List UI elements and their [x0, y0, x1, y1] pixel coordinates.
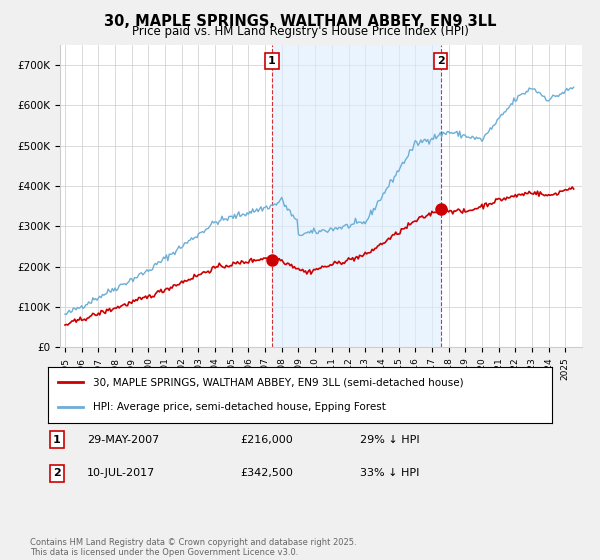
- Text: 30, MAPLE SPRINGS, WALTHAM ABBEY, EN9 3LL (semi-detached house): 30, MAPLE SPRINGS, WALTHAM ABBEY, EN9 3L…: [94, 377, 464, 388]
- Text: Price paid vs. HM Land Registry's House Price Index (HPI): Price paid vs. HM Land Registry's House …: [131, 25, 469, 38]
- Text: 1: 1: [53, 435, 61, 445]
- Text: Contains HM Land Registry data © Crown copyright and database right 2025.
This d: Contains HM Land Registry data © Crown c…: [30, 538, 356, 557]
- Text: 10-JUL-2017: 10-JUL-2017: [87, 468, 155, 478]
- Text: £216,000: £216,000: [240, 435, 293, 445]
- Text: 29-MAY-2007: 29-MAY-2007: [87, 435, 159, 445]
- Text: 1: 1: [268, 56, 276, 66]
- Text: 29% ↓ HPI: 29% ↓ HPI: [360, 435, 419, 445]
- Text: 2: 2: [437, 56, 445, 66]
- Text: £342,500: £342,500: [240, 468, 293, 478]
- Text: HPI: Average price, semi-detached house, Epping Forest: HPI: Average price, semi-detached house,…: [94, 402, 386, 412]
- Text: 30, MAPLE SPRINGS, WALTHAM ABBEY, EN9 3LL: 30, MAPLE SPRINGS, WALTHAM ABBEY, EN9 3L…: [104, 14, 496, 29]
- Text: 33% ↓ HPI: 33% ↓ HPI: [360, 468, 419, 478]
- Bar: [272, 45, 441, 347]
- Text: 2: 2: [53, 468, 61, 478]
